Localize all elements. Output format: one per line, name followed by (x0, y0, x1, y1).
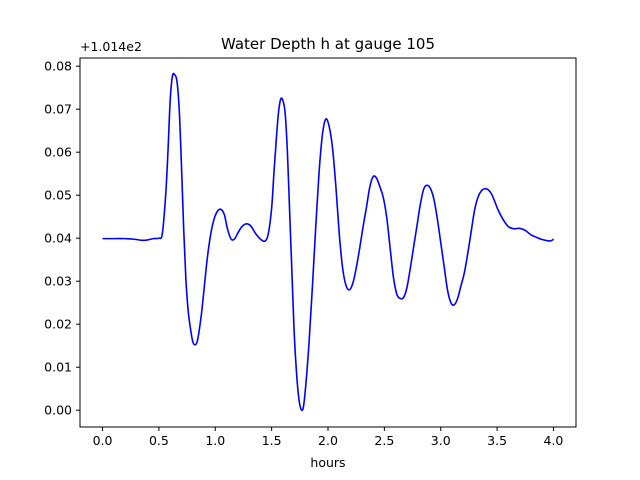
series-line (102, 72, 554, 412)
x-axis-label: hours (310, 455, 345, 470)
y-tick-label: 0.07 (44, 102, 72, 117)
y-tick-label: 0.01 (44, 360, 72, 375)
x-axis: 0.0 0.5 1.0 1.5 2.0 2.5 3.0 3.5 4.0 (93, 427, 564, 448)
x-tick-label: 3.0 (431, 433, 451, 448)
y-tick-label: 0.06 (44, 145, 72, 160)
y-tick-label: 0.03 (44, 274, 72, 289)
x-tick-label: 2.5 (374, 433, 394, 448)
y-axis: 0.00 0.01 0.02 0.03 0.04 0.05 0.06 0.07 0.08 (44, 59, 80, 418)
x-tick-label: 1.0 (205, 433, 225, 448)
x-tick-label: 4.0 (544, 433, 564, 448)
x-tick-label: 2.0 (318, 433, 338, 448)
x-tick-label: 0.5 (149, 433, 169, 448)
y-tick-label: 0.05 (44, 188, 72, 203)
chart-title: Water Depth h at gauge 105 (221, 35, 435, 53)
x-tick-label: 1.5 (262, 433, 282, 448)
x-tick-label: 3.5 (487, 433, 507, 448)
x-tick-label: 0.0 (93, 433, 113, 448)
y-tick-label: 0.04 (44, 231, 72, 246)
y-tick-label: 0.08 (44, 59, 72, 74)
y-tick-label: 0.02 (44, 317, 72, 332)
plot-area: 0.0 0.5 1.0 1.5 2.0 2.5 3.0 3.5 4.0 0.00 0.01 0.02… (44, 57, 577, 448)
y-tick-label: 0.00 (44, 403, 72, 418)
y-offset-label: +1.014e2 (80, 39, 142, 54)
